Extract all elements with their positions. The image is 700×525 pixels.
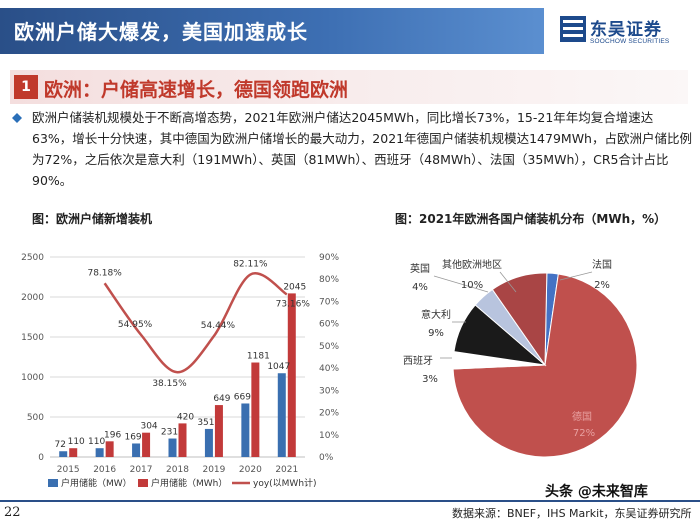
pie-chart-title: 图：2021年欧洲各国户储装机分布（MWh，%） (395, 212, 667, 226)
logo-name: 东吴证券 (590, 20, 662, 40)
watermark: 头条 @未来智库 (545, 484, 648, 500)
bar-mw (277, 373, 286, 457)
body-paragraph: 欧洲户储装机规模处于不断高增态势，2021年欧洲户储达2045MWh，同比增长7… (32, 110, 692, 188)
bar-mw-label: 110 (88, 437, 105, 447)
y-tick-label: 1500 (21, 333, 44, 343)
yoy-line (103, 272, 288, 374)
x-tick-label: 2019 (202, 465, 225, 475)
bar-mwh-label: 1181 (247, 352, 270, 362)
source-note: 数据来源：BNEF，IHS Markit，东吴证券研究所 (452, 507, 692, 520)
pie-slice-value: 72% (573, 428, 595, 439)
company-logo: 东吴证券 SOOCHOW SECURITIES (560, 14, 695, 54)
pie-slice (491, 272, 548, 367)
bar-mwh (287, 293, 296, 457)
pie-slice-name: 其他欧洲地区 (442, 258, 502, 271)
bar-mwh-label: 2045 (283, 282, 306, 292)
bar-mwh-label: 110 (68, 437, 85, 447)
x-tick-label: 2016 (93, 465, 116, 475)
pie-slice-value: 4% (412, 282, 428, 293)
y2-tick-label: 0% (319, 453, 334, 463)
x-tick-label: 2015 (57, 465, 80, 475)
bar-mw (59, 451, 68, 457)
bar-mwh (105, 441, 114, 457)
legend-swatch-mwh (138, 479, 148, 487)
y2-tick-label: 30% (319, 386, 339, 396)
bar-mw (241, 403, 250, 457)
y2-tick-label: 20% (319, 409, 339, 419)
bar-mw-label: 231 (161, 428, 178, 438)
pie-slice-value: 10% (461, 280, 483, 291)
pie-slice-name: 英国 (410, 262, 430, 275)
y2-tick-label: 50% (319, 342, 339, 352)
bar-mw (168, 438, 177, 457)
y-tick-label: 2000 (21, 293, 44, 303)
yoy-point-label: 82.11% (233, 260, 268, 270)
bar-mw (95, 448, 104, 457)
bar-mw-label: 72 (54, 440, 65, 450)
bar-mw-label: 351 (197, 418, 214, 428)
bar-mw-label: 1047 (267, 362, 290, 372)
bar-mw (132, 443, 141, 457)
header-band (0, 8, 544, 54)
y-tick-label: 1000 (21, 373, 44, 383)
bar-mwh-label: 420 (177, 412, 194, 422)
logo-subtitle: SOOCHOW SECURITIES (590, 38, 670, 45)
x-tick-label: 2018 (166, 465, 189, 475)
pie-leader-line (559, 271, 593, 281)
pie-leader-line (433, 275, 489, 293)
yoy-point-label: 78.18% (87, 268, 122, 278)
page-number: 22 (4, 505, 21, 520)
diamond-bullet-icon (12, 113, 22, 123)
section-heading: 1 欧洲：户储高速增长，德国领跑欧洲 (10, 70, 688, 104)
footer-divider (0, 500, 700, 502)
pie-slice-value: 9% (428, 328, 444, 339)
bar-mwh (214, 405, 223, 457)
bar-mwh-label: 196 (104, 430, 121, 440)
bar-mwh-label: 304 (140, 422, 157, 432)
legend-swatch-mw (48, 479, 58, 487)
y-tick-label: 2500 (21, 253, 44, 263)
pie-slice-name: 德国 (572, 410, 592, 423)
y-tick-label: 0 (38, 453, 44, 463)
pie-slice-name: 法国 (592, 258, 612, 271)
legend-label-yoy: yoy(以MWh计) (253, 477, 317, 489)
y-tick-label: 500 (27, 413, 44, 423)
y2-tick-label: 70% (319, 297, 339, 307)
pie-slice-value: 2% (594, 280, 610, 291)
yoy-point-label: 38.15% (152, 379, 187, 389)
pie-slice-name: 意大利 (421, 308, 451, 321)
bar-mw (204, 428, 213, 457)
yoy-point-label: 73.16% (276, 299, 311, 309)
y2-tick-label: 40% (319, 364, 339, 374)
bar-mw-label: 669 (234, 392, 251, 402)
x-tick-label: 2021 (275, 465, 298, 475)
bar-mwh (178, 423, 187, 457)
bar-mwh (69, 448, 78, 457)
yoy-point-label: 54.95% (118, 320, 153, 330)
x-tick-label: 2020 (239, 465, 262, 475)
y2-tick-label: 10% (319, 431, 339, 441)
legend-label-mwh: 户用储能（MWh） (151, 477, 227, 489)
y2-tick-label: 90% (319, 253, 339, 263)
x-tick-label: 2017 (130, 465, 153, 475)
bar-mwh (251, 362, 260, 457)
legend-label-mw: 户用储能（MW） (61, 477, 132, 489)
page-header: 欧洲户储大爆发，美国加速成长 东吴证券 SOOCHOW SECURITIES (0, 0, 700, 64)
pie-slice-name: 西班牙 (403, 355, 433, 367)
section-number: 1 (14, 75, 38, 99)
pie-slice-value: 3% (422, 374, 438, 385)
bar-chart-title: 图：欧洲户储新增装机 (32, 212, 153, 226)
yoy-point-label: 54.44% (201, 321, 236, 331)
y2-tick-label: 80% (319, 275, 339, 285)
bar-mw-label: 169 (124, 432, 141, 442)
section-title: 欧洲：户储高速增长，德国领跑欧洲 (44, 79, 349, 101)
logo-mark-icon (560, 16, 586, 42)
bar-mwh (142, 432, 151, 457)
y2-tick-label: 60% (319, 320, 339, 330)
bar-mwh-label: 649 (213, 394, 230, 404)
pie-leader-line (499, 271, 517, 293)
page-title: 欧洲户储大爆发，美国加速成长 (14, 20, 308, 44)
